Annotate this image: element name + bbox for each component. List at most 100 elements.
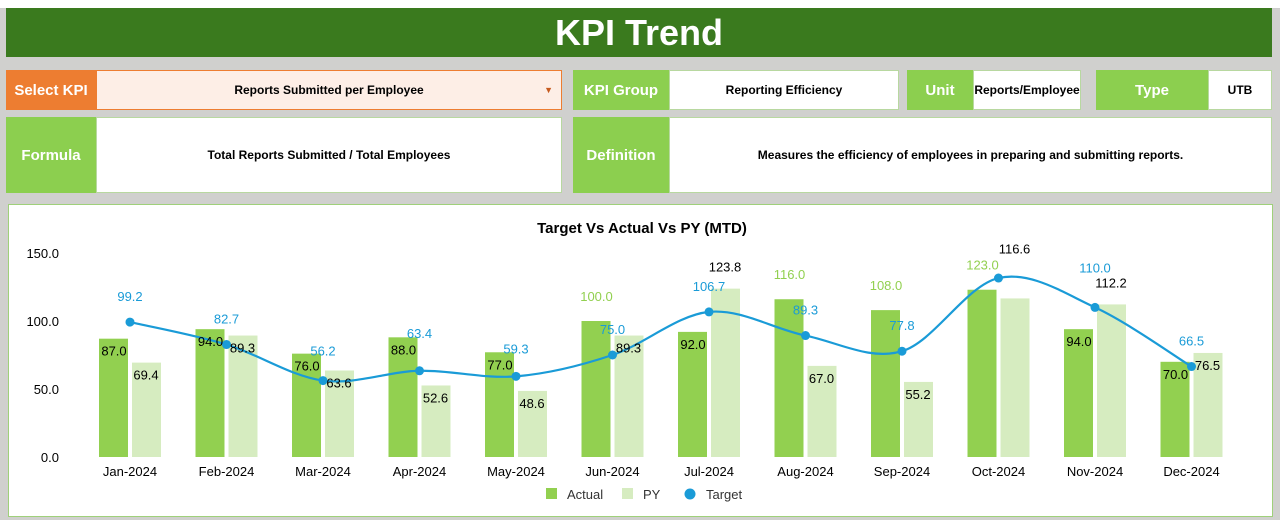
actual-bar xyxy=(99,338,128,457)
target-point xyxy=(704,307,714,317)
py-bar xyxy=(325,370,354,457)
unit-label: Unit xyxy=(907,70,973,110)
legend-target-label: Target xyxy=(706,487,743,502)
py-data-label: 89.3 xyxy=(616,341,641,356)
actual-data-label: 123.0 xyxy=(966,258,999,273)
py-bar xyxy=(807,365,837,457)
target-point xyxy=(511,371,521,381)
dropdown-arrow-icon[interactable]: ▼ xyxy=(544,85,553,95)
kpi-chart: Target Vs Actual Vs PY (MTD) 0.0 50.0 100.… xyxy=(8,204,1273,517)
select-kpi-value: Reports Submitted per Employee xyxy=(234,83,424,97)
chart-title: Target Vs Actual Vs PY (MTD) xyxy=(537,220,747,237)
py-data-label: 112.2 xyxy=(1095,275,1127,290)
target-data-label: 106.7 xyxy=(693,279,726,294)
py-bar xyxy=(614,335,644,457)
select-kpi-dropdown[interactable]: Reports Submitted per Employee ▼ xyxy=(96,70,562,110)
py-data-label: 116.6 xyxy=(999,241,1031,256)
target-data-label: 82.7 xyxy=(214,312,239,327)
select-kpi-label: Select KPI xyxy=(6,70,96,110)
unit-value: Reports/Employee xyxy=(973,70,1081,110)
py-data-label: 55.2 xyxy=(905,387,930,402)
actual-bar xyxy=(1160,361,1190,457)
target-point xyxy=(1090,302,1100,312)
x-tick-label: Feb-2024 xyxy=(199,464,255,479)
kpi-group-value: Reporting Efficiency xyxy=(669,70,899,110)
actual-data-label: 76.0 xyxy=(294,359,319,374)
actual-bar xyxy=(871,310,900,457)
target-point xyxy=(125,317,135,327)
py-bar xyxy=(132,362,161,457)
definition-value: Measures the efficiency of employees in … xyxy=(669,117,1272,193)
page-title: KPI Trend xyxy=(6,8,1272,57)
target-data-label: 63.4 xyxy=(407,326,432,341)
py-data-label: 67.0 xyxy=(809,371,834,386)
x-tick-label: Oct-2024 xyxy=(972,464,1025,479)
actual-bar xyxy=(581,321,611,457)
py-bar xyxy=(421,385,451,457)
py-data-label: 123.8 xyxy=(709,260,742,275)
actual-bar xyxy=(1064,329,1093,457)
x-tick-label: Dec-2024 xyxy=(1163,464,1219,479)
py-data-label: 69.4 xyxy=(133,368,158,383)
actual-data-label: 77.0 xyxy=(487,357,512,372)
py-data-label: 63.6 xyxy=(326,376,351,391)
py-bar xyxy=(518,390,547,457)
target-point xyxy=(608,350,617,360)
py-bar xyxy=(904,381,933,457)
actual-data-label: 88.0 xyxy=(391,342,416,357)
py-bar xyxy=(1000,298,1030,457)
py-bar xyxy=(1097,304,1126,457)
py-data-label: 52.6 xyxy=(423,390,448,405)
target-data-label: 77.8 xyxy=(889,318,914,333)
target-point xyxy=(222,340,231,350)
y-tick-label: 0.0 xyxy=(41,450,59,465)
actual-data-label: 108.0 xyxy=(870,278,903,293)
kpi-group-label: KPI Group xyxy=(573,70,669,110)
actual-data-label: 116.0 xyxy=(774,267,806,282)
target-data-label: 89.3 xyxy=(793,303,818,318)
x-tick-label: May-2024 xyxy=(487,464,545,479)
target-point xyxy=(994,273,1003,283)
formula-value: Total Reports Submitted / Total Employee… xyxy=(96,117,562,193)
x-tick-label: Jan-2024 xyxy=(103,464,157,479)
py-bar xyxy=(1193,352,1223,457)
actual-bar xyxy=(774,299,804,457)
target-point xyxy=(318,376,328,386)
chart-svg: Target Vs Actual Vs PY (MTD) 0.0 50.0 100.… xyxy=(26,220,1223,502)
legend-py-label: PY xyxy=(643,487,661,502)
legend-py-swatch xyxy=(622,488,633,499)
actual-bar xyxy=(388,337,418,457)
actual-data-label: 94.0 xyxy=(1066,334,1091,349)
target-point xyxy=(1187,362,1196,372)
target-data-label: 110.0 xyxy=(1079,260,1111,275)
actual-data-label: 70.0 xyxy=(1163,367,1188,382)
type-label: Type xyxy=(1096,70,1208,110)
target-point xyxy=(801,331,810,341)
x-tick-label: Jun-2024 xyxy=(585,464,639,479)
y-tick-label: 100.0 xyxy=(26,314,59,329)
y-tick-label: 150.0 xyxy=(26,246,59,261)
x-tick-label: Sep-2024 xyxy=(874,464,930,479)
py-data-label: 48.6 xyxy=(519,396,544,411)
legend-actual-swatch xyxy=(546,488,557,499)
target-data-label: 75.0 xyxy=(600,322,625,337)
target-data-label: 59.3 xyxy=(503,341,528,356)
actual-bar xyxy=(967,289,997,457)
py-data-label: 76.5 xyxy=(1195,358,1220,373)
x-tick-label: Mar-2024 xyxy=(295,464,351,479)
actual-bar xyxy=(292,353,321,457)
target-point xyxy=(415,366,424,376)
actual-bar xyxy=(485,352,514,457)
actual-data-label: 100.0 xyxy=(580,289,613,304)
type-value: UTB xyxy=(1208,70,1272,110)
target-point xyxy=(897,346,907,356)
x-tick-label: Aug-2024 xyxy=(777,464,833,479)
target-data-label: 99.2 xyxy=(117,289,142,304)
actual-bar xyxy=(195,329,225,457)
actual-data-label: 92.0 xyxy=(680,337,705,352)
target-line xyxy=(129,275,1193,383)
x-tick-label: Nov-2024 xyxy=(1067,464,1123,479)
actual-data-label: 94.0 xyxy=(198,334,223,349)
definition-label: Definition xyxy=(573,117,669,193)
formula-label: Formula xyxy=(6,117,96,193)
